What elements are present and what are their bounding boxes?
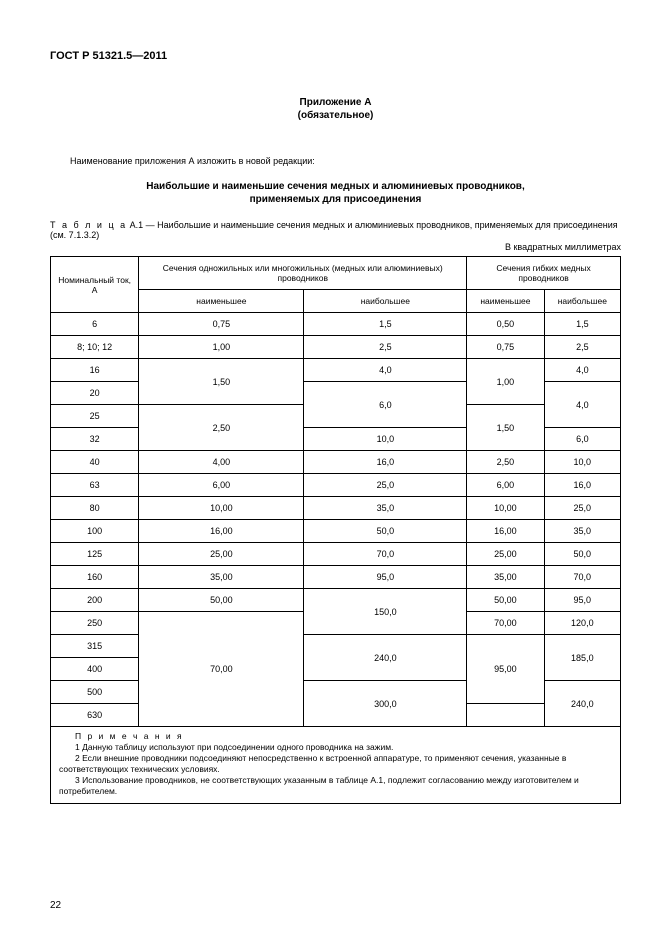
table-row: 10016,0050,016,0035,0 xyxy=(51,520,621,543)
units-label: В квадратных миллиметрах xyxy=(50,242,621,252)
notes-title: П р и м е ч а н и я xyxy=(59,731,612,742)
table-row: 16035,0095,035,0070,0 xyxy=(51,566,621,589)
doc-header: ГОСТ Р 51321.5—2011 xyxy=(50,50,621,62)
th-group1: Сечения одножильных или многожильных (ме… xyxy=(139,257,467,290)
table-row: 161,504,01,004,0 xyxy=(51,359,621,382)
main-subtitle: применяемых для присоединения xyxy=(50,194,621,205)
notes-block: П р и м е ч а н и я 1 Данную таблицу исп… xyxy=(50,727,621,804)
note-1: 1 Данную таблицу используют при подсоеди… xyxy=(59,742,612,753)
data-table: Номинальный ток, А Сечения одножильных и… xyxy=(50,256,621,727)
table-row: 8; 10; 121,002,50,752,5 xyxy=(51,336,621,359)
table-row: 60,751,50,501,5 xyxy=(51,313,621,336)
table-label-rest: А.1 — Наибольшие и наименьшие сечения ме… xyxy=(50,220,618,240)
appendix-title: Приложение А xyxy=(50,97,621,108)
table-row: 404,0016,02,5010,0 xyxy=(51,451,621,474)
table-row: 315240,095,00185,0 xyxy=(51,635,621,658)
table-row: 12525,0070,025,0050,0 xyxy=(51,543,621,566)
table-row: 636,0025,06,0016,0 xyxy=(51,474,621,497)
th-group2: Сечения гибких медных проводников xyxy=(467,257,621,290)
table-label-spaced: Т а б л и ц а xyxy=(50,220,127,230)
appendix-subtitle: (обязательное) xyxy=(50,110,621,121)
th-min1: наименьшее xyxy=(139,290,304,313)
main-title: Наибольшие и наименьшие сечения медных и… xyxy=(50,181,621,192)
note-3: 3 Использование проводников, не соответс… xyxy=(59,775,612,797)
th-nominal: Номинальный ток, А xyxy=(51,257,139,313)
intro-text: Наименование приложения А изложить в нов… xyxy=(50,156,621,166)
table-intro: Т а б л и ц а А.1 — Наибольшие и наимень… xyxy=(50,220,621,240)
table-row: 20050,00150,050,0095,0 xyxy=(51,589,621,612)
table-row: 8010,0035,010,0025,0 xyxy=(51,497,621,520)
th-max2: наибольшее xyxy=(544,290,620,313)
note-2: 2 Если внешние проводники подсоединяют н… xyxy=(59,753,612,775)
th-min2: наименьшее xyxy=(467,290,544,313)
page-number: 22 xyxy=(50,900,61,911)
th-max1: наибольшее xyxy=(304,290,467,313)
